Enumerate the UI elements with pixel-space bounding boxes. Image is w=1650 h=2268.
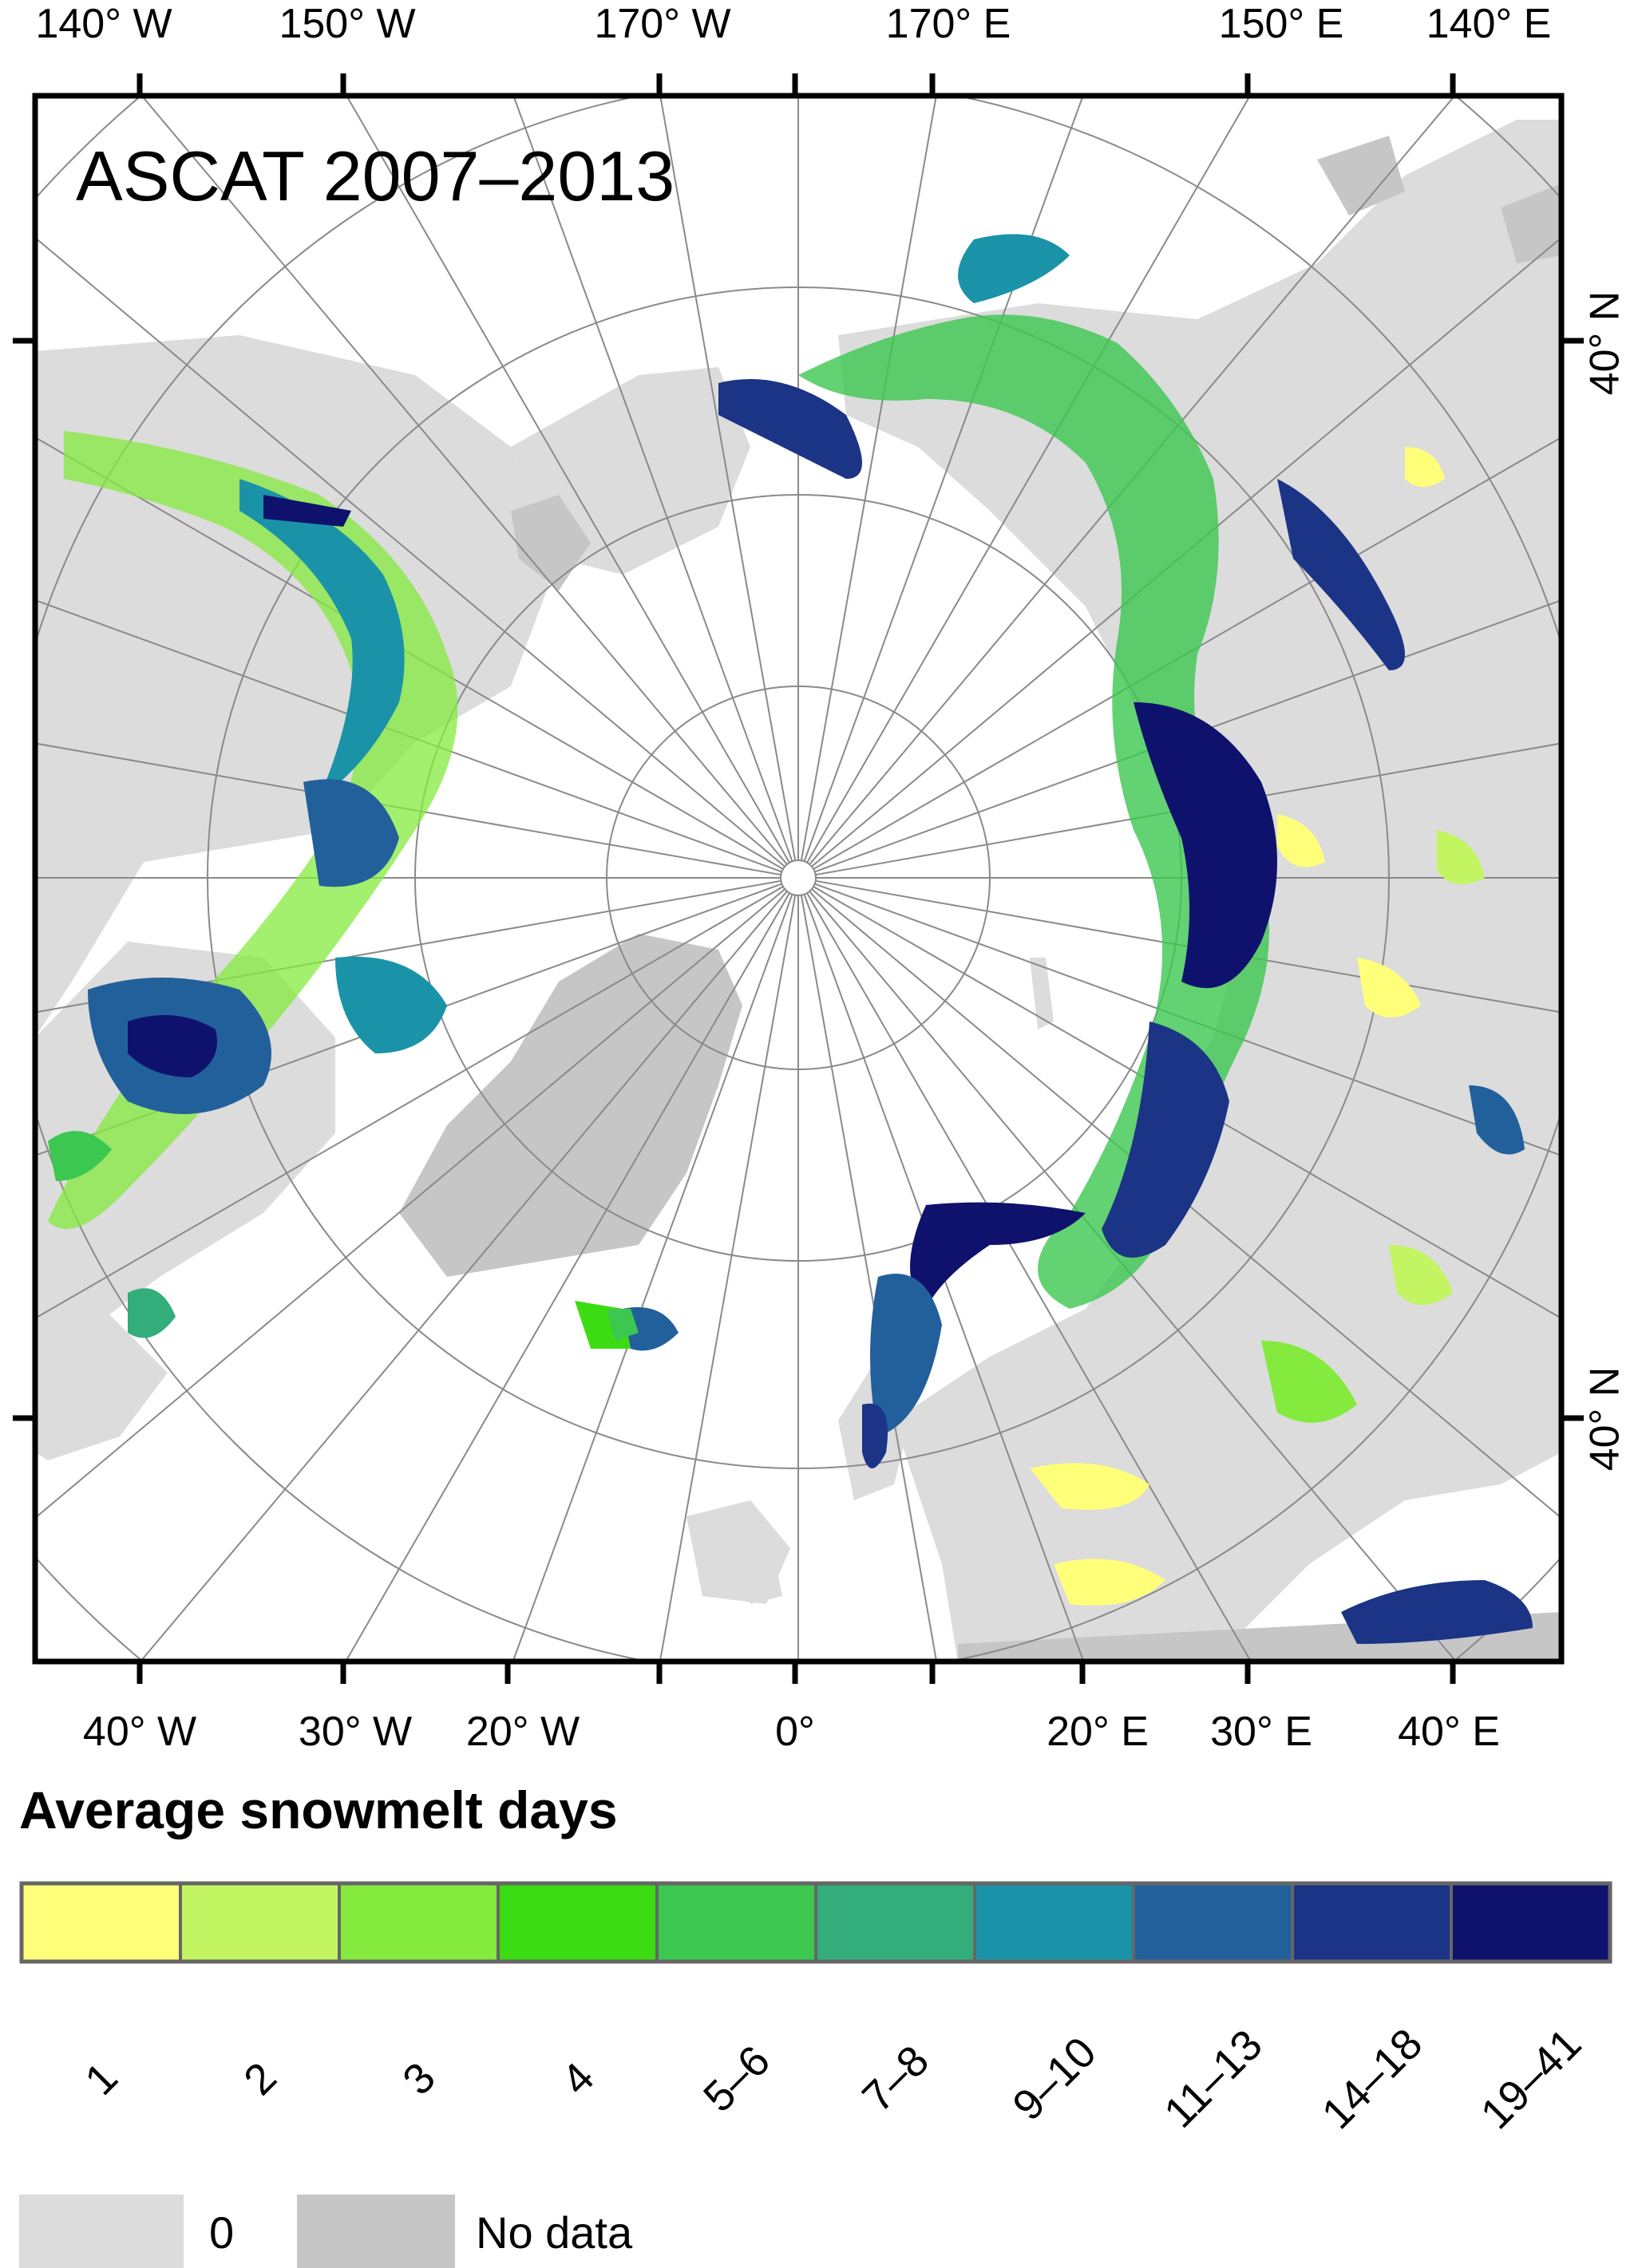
top-tick-label: 140° W [35, 1, 172, 47]
top-tick-label: 140° E [1426, 1, 1552, 47]
no-data-swatch [297, 2195, 455, 2268]
legend-swatch [497, 1882, 659, 1963]
bottom-tick-label: 30° E [1210, 1709, 1312, 1755]
meridian-line [35, 436, 784, 870]
meridian-line [814, 599, 1561, 873]
legend-swatch [338, 1882, 500, 1963]
meridian-line [140, 96, 788, 865]
meridian-line [512, 96, 793, 862]
legend-swatch [179, 1882, 341, 1963]
meridian-line [344, 892, 790, 1661]
meridian-line [803, 96, 1084, 862]
meridian-line [512, 894, 793, 1661]
snowmelt-zones [48, 234, 1533, 1644]
map-frame [32, 93, 1565, 1665]
legend-swatch [20, 1882, 182, 1963]
meridian-line [139, 891, 788, 1661]
bottom-tick-label: 20° W [465, 1709, 580, 1755]
meridian-line [659, 895, 797, 1661]
meridian-line [35, 236, 785, 867]
bottom-tick-label: 0° [775, 1709, 815, 1755]
map-title: ASCAT 2007–2013 [76, 136, 675, 215]
meridian-line [813, 886, 1561, 1320]
meridian-line [659, 96, 797, 861]
bottom-tick-label: 30° W [298, 1709, 413, 1755]
meridian-line [800, 96, 937, 861]
meridian-line [35, 742, 781, 876]
frame-ticks [13, 73, 1584, 1684]
meridian-line [35, 888, 785, 1519]
meridian-line [35, 886, 784, 1320]
top-tick-label: 150° W [279, 1, 416, 47]
meridian-line [811, 888, 1561, 1519]
meridian-line [809, 96, 1456, 865]
zero-label: 0 [209, 2207, 235, 2258]
meridian-line [815, 742, 1561, 876]
top-tick-label: 170° W [594, 1, 731, 47]
legend-swatch [973, 1882, 1135, 1963]
meridian-line [806, 892, 1252, 1661]
legend-swatch [655, 1882, 817, 1963]
bottom-tick-label: 40° E [1398, 1709, 1500, 1755]
meridian-line [803, 894, 1085, 1661]
legend-swatch [1450, 1882, 1612, 1963]
legend-title: Average snowmelt days [19, 1780, 618, 1839]
meridian-line [811, 236, 1561, 867]
legend-swatch [1132, 1882, 1294, 1963]
legend-frame [19, 1881, 1612, 1964]
meridian-line [809, 891, 1458, 1661]
no-data-label: No data [476, 2207, 633, 2258]
zero-swatch [19, 2195, 184, 2268]
top-tick-label: 150° E [1218, 1, 1344, 47]
meridian-line [346, 96, 790, 863]
meridian-line [35, 599, 782, 873]
bottom-tick-label: 40° W [82, 1709, 197, 1755]
top-tick-label: 170° E [885, 1, 1011, 47]
bottom-tick-label: 20° E [1047, 1709, 1149, 1755]
legend-swatch [1291, 1882, 1453, 1963]
meridian-line [814, 883, 1561, 1157]
meridian-line [800, 895, 938, 1661]
legend-swatch [814, 1882, 976, 1963]
